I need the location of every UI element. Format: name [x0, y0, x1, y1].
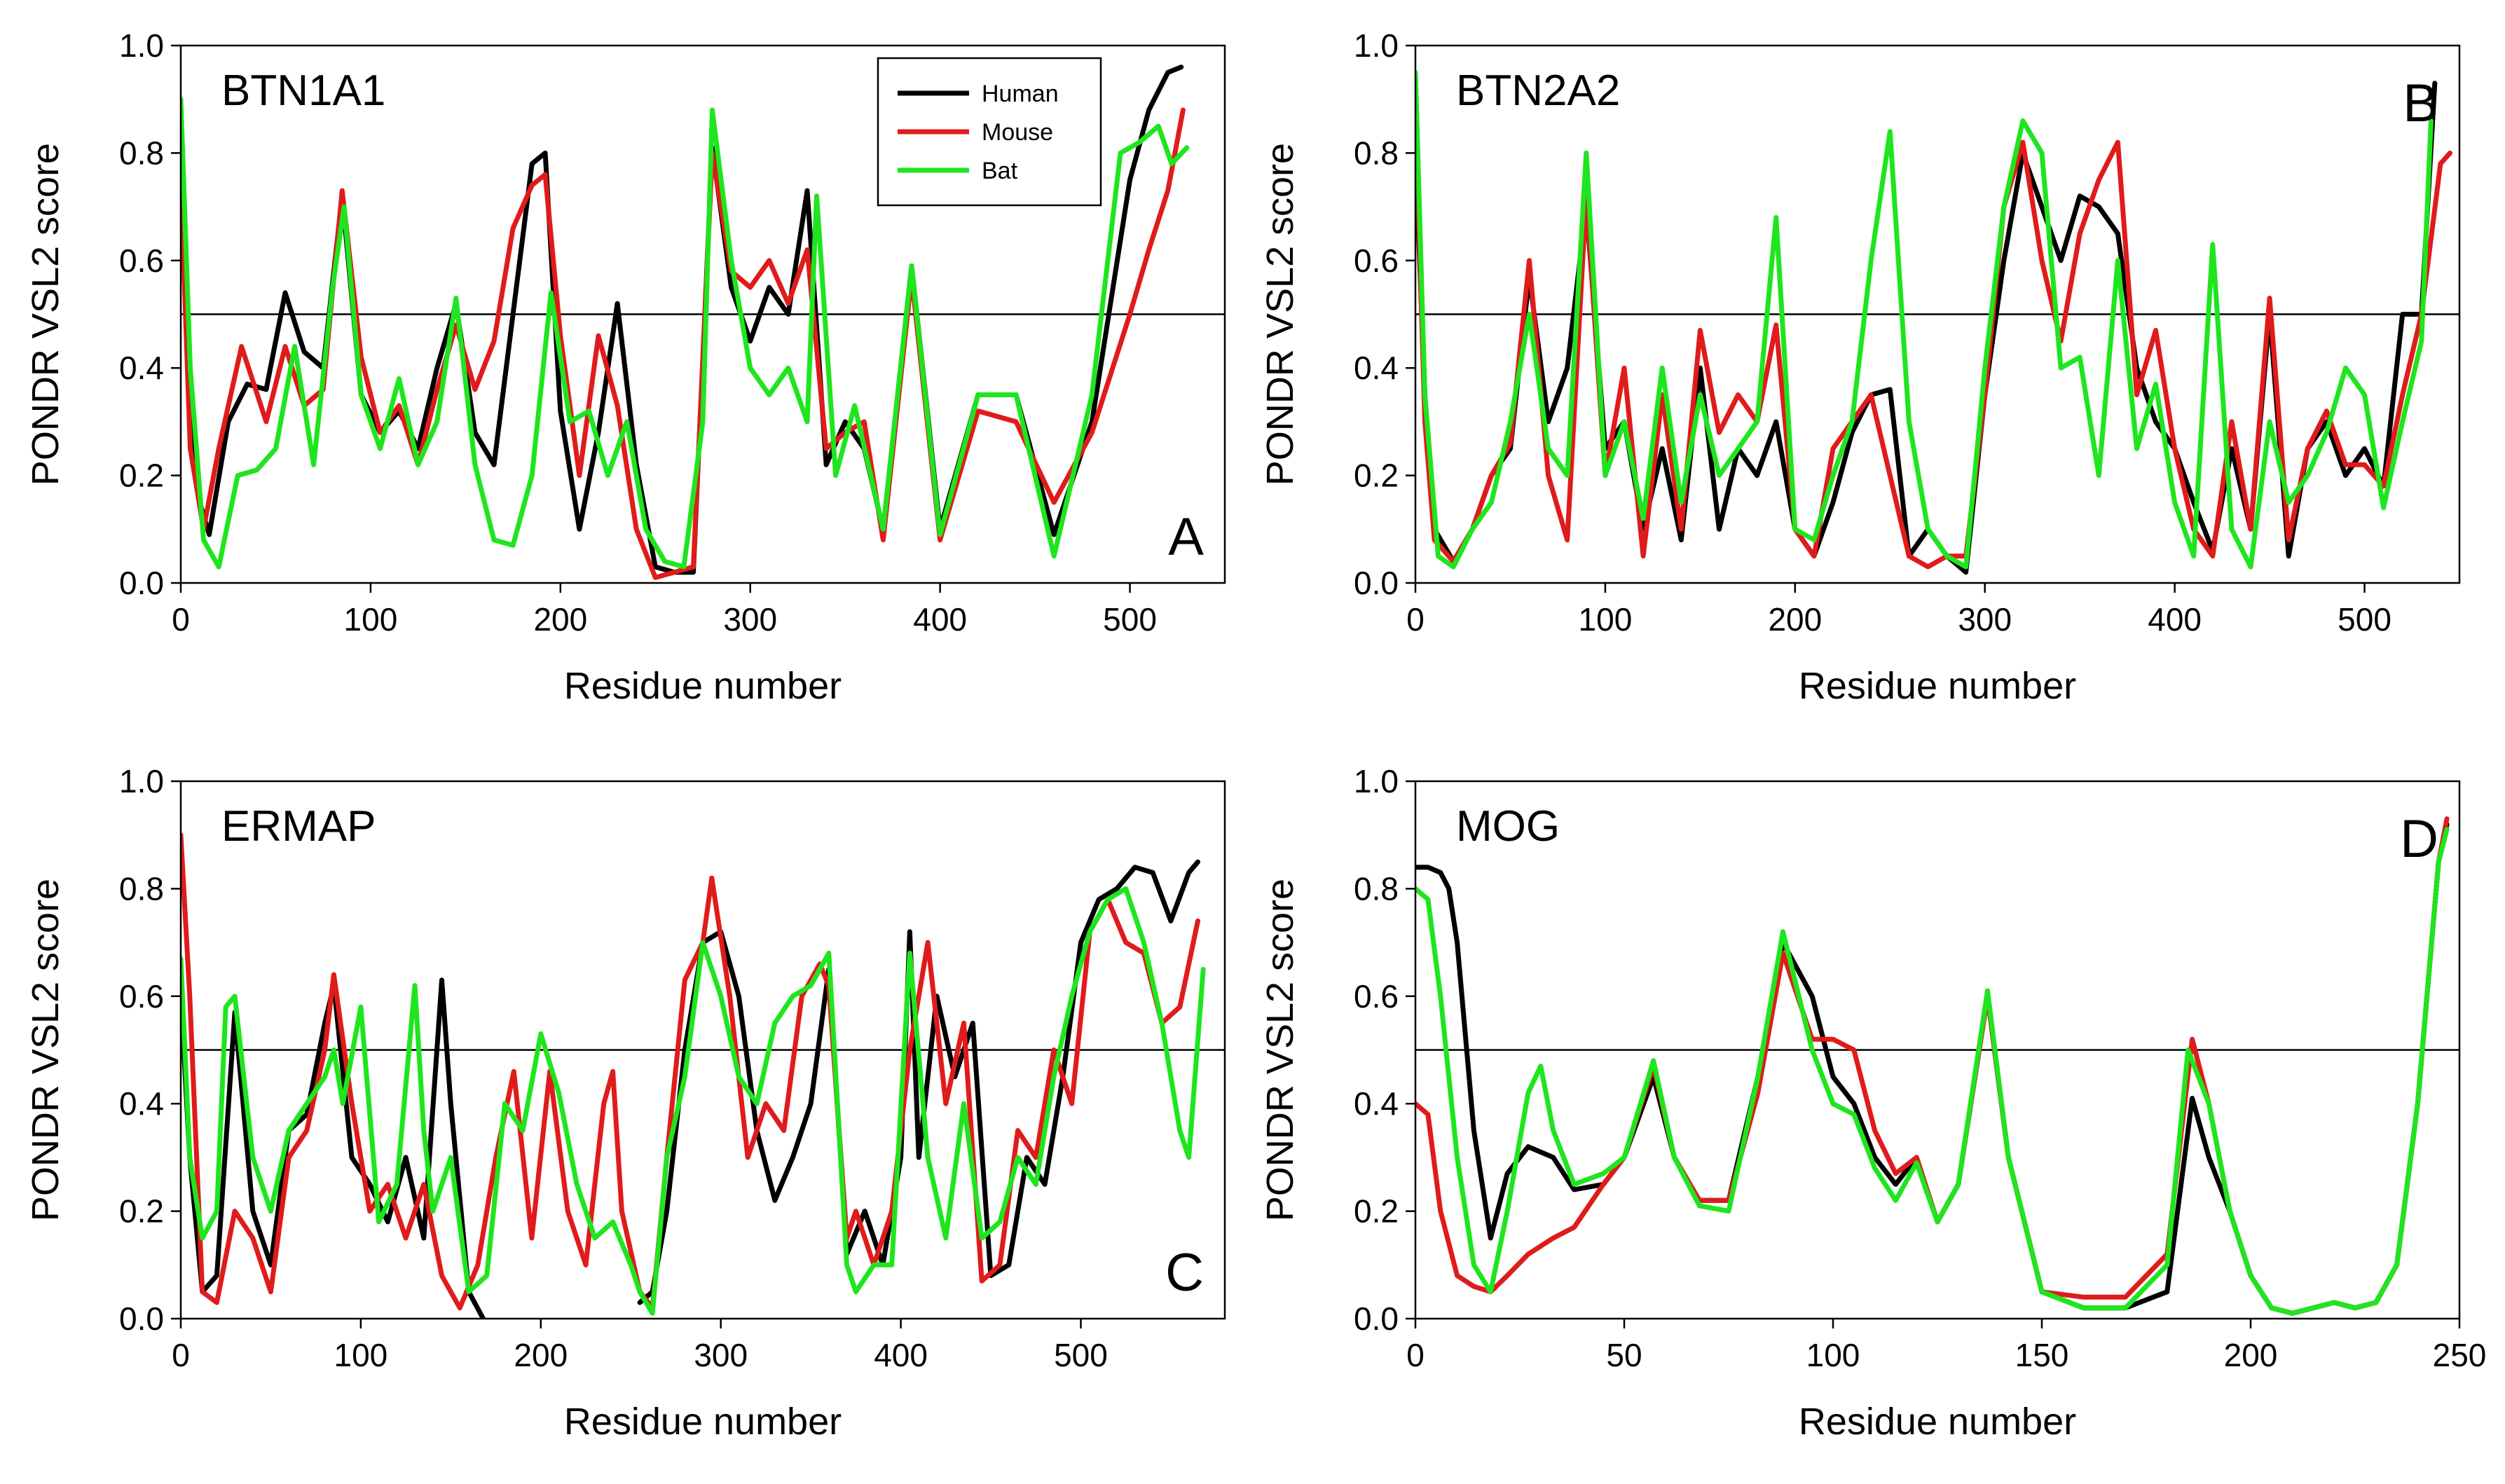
x-tick-label: 0: [172, 1337, 190, 1373]
panel-title: ERMAP: [221, 802, 376, 851]
series-line-bat: [181, 886, 1206, 1316]
y-axis-title: PONDR VSL2 score: [25, 879, 67, 1221]
y-tick-label: 0.2: [119, 1193, 164, 1230]
x-tick-label: 150: [2015, 1337, 2069, 1373]
y-tick-label: 0.0: [1354, 1300, 1399, 1337]
x-tick-label: 200: [2224, 1337, 2278, 1373]
x-tick-label: 500: [1103, 601, 1157, 638]
series-line-mouse: [181, 832, 1200, 1311]
series-line-human: [637, 859, 1200, 1305]
y-tick-label: 1.0: [1354, 27, 1399, 64]
y-tick-label: 0.4: [1354, 350, 1399, 386]
x-tick-label: 50: [1606, 1337, 1642, 1373]
x-tick-label: 0: [172, 601, 190, 638]
y-tick-label: 0.2: [119, 458, 164, 494]
series-line-human: [1415, 821, 2450, 1316]
series-group: [181, 64, 1190, 580]
x-tick-label: 200: [533, 601, 587, 638]
series-line-mouse: [1415, 816, 2450, 1316]
series-line-bat: [1415, 827, 2450, 1316]
x-tick-label: 100: [334, 1337, 388, 1373]
panel-title: MOG: [1456, 802, 1560, 851]
x-tick-label: 400: [2148, 601, 2202, 638]
x-tick-label: 400: [913, 601, 967, 638]
x-axis-title: Residue number: [564, 1401, 842, 1443]
x-tick-label: 200: [1768, 601, 1822, 638]
x-tick-label: 400: [874, 1337, 928, 1373]
panel-title: BTN1A1: [221, 67, 385, 115]
y-tick-label: 0.4: [119, 1085, 164, 1122]
series-line-bat: [181, 97, 1190, 570]
plot-frame: [1414, 780, 2461, 1320]
legend-label-human: Human: [982, 81, 1059, 107]
x-axis-title: Residue number: [564, 665, 842, 707]
x-tick-label: 300: [694, 1337, 748, 1373]
chart-panel-a: 0 100 200 300 400 500 0.0 0.2 0.4 0.6 0.8 1.0 Residu…: [25, 27, 1226, 707]
x-axis-title: Residue number: [1799, 665, 2076, 707]
x-tick-label: 200: [514, 1337, 568, 1373]
y-tick-label: 1.0: [119, 27, 164, 64]
y-axis-title: PONDR VSL2 score: [1259, 879, 1301, 1221]
x-tick-label: 100: [1579, 601, 1633, 638]
panel-letter: D: [2400, 809, 2438, 869]
y-axis-title: PONDR VSL2 score: [25, 143, 67, 486]
x-tick-label: 0: [1406, 601, 1425, 638]
legend-label-bat: Bat: [982, 158, 1018, 184]
y-tick-label: 0.2: [1354, 458, 1399, 494]
x-tick-label: 500: [1054, 1337, 1108, 1373]
y-tick-label: 0.0: [119, 1300, 164, 1337]
x-tick-label: 300: [723, 601, 777, 638]
x-tick-label: 500: [2338, 601, 2391, 638]
y-tick-label: 0.4: [119, 350, 164, 386]
chart-panel-d: 0 50 100 150 200 250 0.0 0.2 0.4 0.6 0.8 1.0 Residue…: [1259, 763, 2486, 1443]
x-tick-label: 250: [2433, 1337, 2487, 1373]
series-group: [1415, 69, 2452, 575]
y-tick-label: 0.6: [119, 242, 164, 279]
legend: Human Mouse Bat: [877, 57, 1102, 207]
y-tick-label: 0.8: [119, 135, 164, 171]
y-tick-label: 0.4: [1354, 1085, 1399, 1122]
series-group: [1415, 816, 2450, 1316]
y-tick-label: 0.6: [1354, 978, 1399, 1015]
y-tick-label: 0.8: [1354, 135, 1399, 171]
chart-panel-b: 0 100 200 300 400 500 0.0 0.2 0.4 0.6 0.8 1.0 Residu…: [1259, 27, 2461, 707]
panel-title: BTN2A2: [1456, 67, 1620, 115]
y-tick-label: 0.8: [119, 870, 164, 907]
panel-letter: B: [2403, 74, 2438, 133]
panel-letter: A: [1168, 507, 1204, 567]
plot-frame: [179, 780, 1226, 1320]
y-tick-label: 0.0: [119, 565, 164, 601]
y-tick-label: 0.2: [1354, 1193, 1399, 1230]
legend-label-mouse: Mouse: [982, 119, 1053, 146]
plot-frame: [179, 44, 1226, 584]
y-tick-label: 0.0: [1354, 565, 1399, 601]
panel-letter: C: [1165, 1243, 1204, 1303]
series-line-bat: [1415, 69, 2434, 570]
x-tick-label: 0: [1406, 1337, 1425, 1373]
x-axis-title: Residue number: [1799, 1401, 2076, 1443]
y-tick-label: 0.6: [1354, 242, 1399, 279]
y-tick-label: 1.0: [119, 763, 164, 799]
x-tick-label: 100: [344, 601, 398, 638]
plot-frame: [1414, 44, 2461, 584]
y-tick-label: 1.0: [1354, 763, 1399, 799]
x-tick-label: 300: [1958, 601, 2012, 638]
y-tick-label: 0.8: [1354, 870, 1399, 907]
y-tick-label: 0.6: [119, 978, 164, 1015]
chart-panel-c: 0 100 200 300 400 500 0.0 0.2 0.4 0.6 0.8 1.0 Residu…: [25, 763, 1226, 1443]
series-group: [181, 832, 1206, 1319]
x-tick-label: 100: [1806, 1337, 1860, 1373]
y-axis-title: PONDR VSL2 score: [1259, 143, 1301, 486]
series-line-mouse: [1415, 107, 2452, 570]
